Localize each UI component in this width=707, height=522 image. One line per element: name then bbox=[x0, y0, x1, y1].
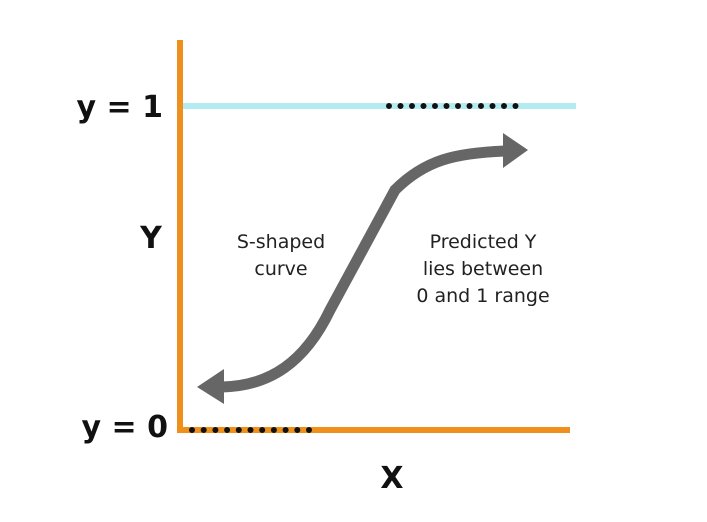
curve-annotation-line1: S-shaped bbox=[237, 231, 325, 253]
y-top-label: y = 1 bbox=[77, 90, 163, 125]
range-annotation-line3: 0 and 1 range bbox=[416, 285, 549, 307]
range-annotation-line1: Predicted Y bbox=[430, 231, 537, 253]
y-axis-label: Y bbox=[139, 221, 163, 256]
range-annotation-line2: lies between bbox=[423, 258, 543, 280]
curve-arrowhead-right bbox=[503, 133, 528, 168]
curve-annotation-line2: curve bbox=[254, 258, 307, 280]
x-axis-label: X bbox=[380, 461, 403, 496]
curve-arrowhead-left bbox=[197, 369, 224, 404]
y-bottom-label: y = 0 bbox=[82, 410, 168, 445]
